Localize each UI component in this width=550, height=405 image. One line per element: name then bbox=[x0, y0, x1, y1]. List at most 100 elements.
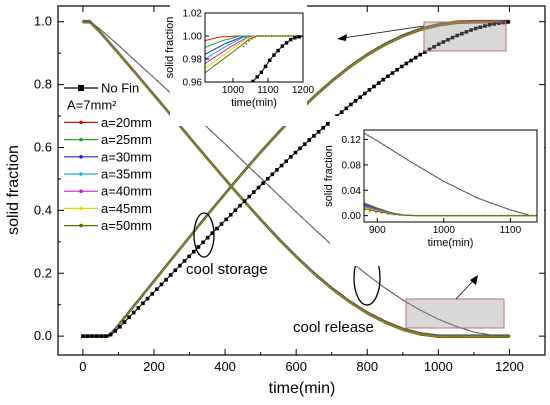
nofin-storage-marker bbox=[483, 24, 487, 28]
nofin-storage-marker bbox=[104, 334, 108, 338]
nofin-release-marker bbox=[252, 170, 255, 172]
inset-bottom-nofin-marker bbox=[494, 203, 497, 206]
inset-top-nofin-marker bbox=[284, 41, 289, 45]
nofin-release-marker bbox=[290, 206, 292, 208]
series-marker-storage bbox=[380, 45, 383, 48]
nofin-release-marker bbox=[300, 216, 303, 218]
nofin-release-marker bbox=[156, 80, 159, 82]
inset-top-nofin-marker bbox=[259, 70, 264, 75]
series-marker-release bbox=[351, 302, 355, 306]
inset-bottom-nofin-marker bbox=[514, 210, 517, 213]
y-tick-label: 1.0 bbox=[34, 14, 52, 29]
series-marker-storage bbox=[188, 235, 191, 239]
nofin-release-marker bbox=[364, 272, 367, 275]
nofin-storage-marker bbox=[233, 208, 238, 213]
series-marker-storage bbox=[319, 89, 323, 92]
series-marker-release bbox=[366, 311, 369, 315]
series-marker-storage bbox=[156, 275, 159, 278]
inset-top-plot: 1000 1100 1200 0.96 0.98 1.00 1.02 time(min) sol… bbox=[164, 4, 315, 126]
series-marker-release bbox=[99, 31, 102, 34]
x-tick-label: 200 bbox=[143, 359, 165, 374]
inset-bottom-nofin-marker bbox=[423, 168, 425, 171]
series-marker-release bbox=[209, 161, 213, 164]
inset-bottom-series-marker bbox=[452, 214, 455, 217]
nofin-storage-marker bbox=[386, 74, 390, 79]
series-marker-storage bbox=[227, 188, 230, 191]
series-marker-storage bbox=[252, 159, 255, 162]
nofin-storage-marker bbox=[372, 84, 376, 89]
inset-bottom-nofin-marker bbox=[419, 166, 421, 169]
series-marker-storage bbox=[362, 55, 365, 59]
series-marker-storage bbox=[181, 244, 184, 248]
series-marker-release bbox=[465, 334, 468, 338]
series-marker-storage bbox=[159, 271, 163, 274]
series-marker-storage bbox=[142, 293, 145, 296]
series-marker-storage bbox=[309, 99, 312, 102]
nofin-release-marker bbox=[220, 139, 223, 142]
x-tick-label: 400 bbox=[214, 359, 236, 374]
x-axis-label: time(min) bbox=[269, 380, 336, 397]
inset-top-series-marker bbox=[250, 37, 253, 40]
nofin-storage-marker bbox=[173, 268, 178, 273]
nofin-release-marker bbox=[103, 31, 106, 34]
inset-bottom-nofin-marker bbox=[407, 159, 409, 161]
series-marker-storage bbox=[270, 139, 273, 142]
series-marker-storage bbox=[220, 196, 223, 200]
inset-bottom-nofin-marker bbox=[451, 184, 453, 187]
inset-bottom-series-marker bbox=[380, 211, 383, 214]
nofin-release-marker bbox=[503, 335, 505, 337]
nofin-storage-marker bbox=[358, 95, 362, 99]
series-marker-release bbox=[387, 322, 390, 325]
inset-top-series-marker bbox=[259, 35, 262, 37]
y-tick-label: 0.6 bbox=[34, 139, 52, 154]
nofin-release-marker bbox=[167, 89, 169, 92]
series-marker-release bbox=[344, 297, 348, 301]
series-marker-release bbox=[437, 334, 440, 338]
series-marker-storage bbox=[323, 86, 326, 89]
series-marker-release bbox=[334, 289, 337, 293]
series-marker-release bbox=[398, 326, 401, 329]
nofin-release-marker bbox=[492, 334, 495, 337]
inset-bottom-series-marker bbox=[374, 210, 377, 213]
series-marker-release bbox=[184, 131, 188, 135]
series-marker-storage bbox=[177, 249, 181, 252]
y-tick-label: 0.4 bbox=[34, 202, 52, 217]
inset-y-tick-label: 1.02 bbox=[183, 9, 203, 20]
nofin-storage-marker bbox=[399, 64, 404, 69]
inset-x-tick-label: 900 bbox=[369, 225, 386, 236]
nofin-release-marker bbox=[386, 288, 388, 291]
nofin-release-marker bbox=[322, 235, 324, 238]
nofin-release-marker bbox=[140, 65, 143, 68]
nofin-release-marker bbox=[455, 325, 457, 328]
series-marker-release bbox=[131, 68, 134, 71]
inset-bottom-nofin-marker bbox=[482, 199, 485, 202]
nofin-storage-marker bbox=[316, 130, 321, 134]
series-marker-release bbox=[113, 47, 117, 51]
nofin-release-marker bbox=[284, 200, 287, 203]
nofin-storage-marker bbox=[238, 203, 242, 208]
series-marker-release bbox=[476, 334, 479, 338]
series-marker-release bbox=[117, 51, 120, 55]
series-marker-release bbox=[390, 323, 394, 327]
series-marker-release bbox=[163, 106, 166, 109]
inset-y-tick-label: 0.00 bbox=[342, 211, 362, 222]
series-marker-storage bbox=[174, 253, 177, 256]
nofin-storage-marker bbox=[446, 37, 450, 42]
nofin-storage-marker bbox=[210, 231, 215, 235]
series-marker-release bbox=[234, 190, 237, 193]
inset-bottom-series-marker bbox=[410, 214, 413, 217]
nofin-release-marker bbox=[487, 333, 489, 336]
series-marker-release bbox=[202, 153, 205, 156]
series-marker-release bbox=[401, 328, 405, 331]
inset-top-nofin-marker bbox=[280, 44, 285, 48]
nofin-release-marker bbox=[258, 175, 260, 178]
series-marker-release bbox=[220, 173, 223, 177]
series-marker-storage bbox=[127, 310, 131, 314]
nofin-storage-marker bbox=[326, 122, 330, 126]
inset-frame bbox=[363, 129, 538, 223]
inset-bottom-nofin-marker bbox=[490, 202, 493, 204]
series-marker-release bbox=[383, 320, 387, 324]
series-marker-storage bbox=[341, 71, 344, 74]
inset-top-nofin-marker bbox=[293, 36, 297, 40]
series-marker-release bbox=[330, 287, 333, 290]
